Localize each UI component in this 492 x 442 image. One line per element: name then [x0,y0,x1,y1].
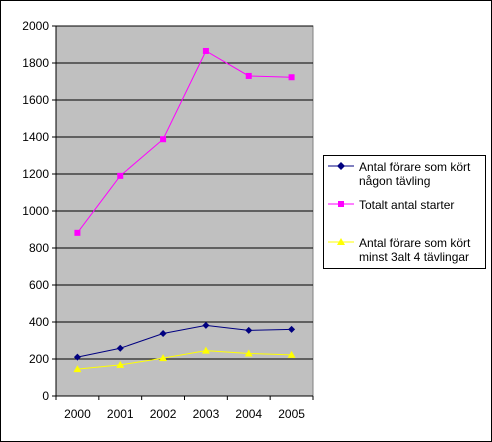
legend-square-marker [328,201,354,207]
y-tick-label: 1200 [22,167,49,181]
x-tick-label: 2003 [193,407,220,421]
x-tick-label: 2005 [278,407,305,421]
gridlines [56,25,313,360]
diamond-marker [159,329,167,337]
y-tick-label: 1400 [22,130,49,144]
series-group [73,47,296,373]
x-tick-label: 2000 [64,407,91,421]
y-tick-label: 1600 [22,93,49,107]
legend-triangle-marker [328,238,354,245]
y-tick-label: 0 [42,389,49,403]
legend-label: Antal förare som kört någon tävling [359,160,471,188]
triangle-marker [73,365,82,373]
y-tick-label: 1800 [22,56,49,70]
square-marker [288,74,295,81]
y-tick-label: 1000 [22,204,49,218]
square-marker [117,172,124,179]
x-tick-label: 2002 [150,407,177,421]
diamond-marker [288,325,296,333]
square-marker [202,47,209,54]
diamond-marker [202,321,210,329]
diamond-marker [116,344,124,352]
square-marker [160,136,167,143]
legend-label: Totalt antal starter [359,198,455,212]
x-axis-ticks: 2000 2001 2002 2003 2004 2005 [55,396,314,421]
square-marker [245,72,252,79]
series-3 [73,346,296,373]
legend: Antal förare som kört någon tävling Tota… [323,155,486,269]
x-tick-label: 2001 [107,407,134,421]
y-tick-label: 400 [29,315,49,329]
series-2 [74,47,295,236]
series-1 [73,321,296,361]
triangle-marker [116,360,125,368]
y-axis-ticks: 0 200 400 600 800 1000 1200 1400 1600 1800 2000 [22,19,56,403]
triangle-marker [201,346,210,354]
x-tick-label: 2004 [235,407,262,421]
triangle-marker [244,349,253,357]
triangle-marker [287,350,296,358]
diamond-marker [245,326,253,334]
y-tick-label: 2000 [22,19,49,33]
diamond-marker [73,353,81,361]
y-tick-label: 600 [29,278,49,292]
series-line [77,324,292,358]
legend-diamond-marker [328,162,354,170]
series-line [77,50,292,234]
y-tick-label: 800 [29,241,49,255]
y-tick-label: 200 [29,352,49,366]
square-marker [74,229,81,236]
triangle-marker [159,354,168,362]
series-line [77,350,292,370]
legend-label: Antal förare som kört minst 3alt 4 tävli… [359,236,471,264]
